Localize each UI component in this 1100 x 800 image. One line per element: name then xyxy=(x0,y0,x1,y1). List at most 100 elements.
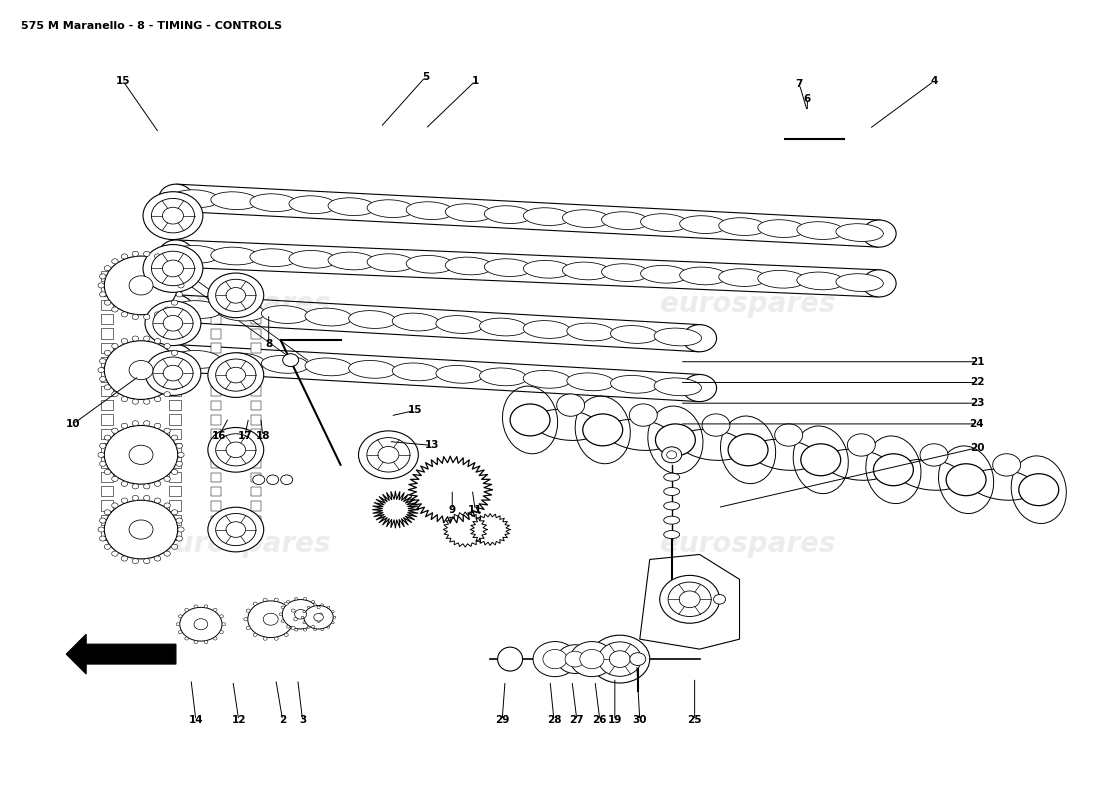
Text: eurospares: eurospares xyxy=(660,530,835,558)
Ellipse shape xyxy=(446,204,493,222)
Ellipse shape xyxy=(524,370,571,388)
Circle shape xyxy=(145,301,201,346)
Ellipse shape xyxy=(289,250,337,268)
Ellipse shape xyxy=(480,368,527,386)
Circle shape xyxy=(143,336,150,341)
Circle shape xyxy=(301,616,304,618)
Text: 7: 7 xyxy=(795,79,803,90)
Ellipse shape xyxy=(566,323,614,341)
Text: 24: 24 xyxy=(969,419,984,429)
Circle shape xyxy=(178,452,184,458)
Ellipse shape xyxy=(654,378,702,396)
Circle shape xyxy=(132,421,139,426)
Bar xyxy=(211,530,221,539)
Circle shape xyxy=(295,610,307,619)
Ellipse shape xyxy=(446,257,493,275)
Circle shape xyxy=(295,598,298,600)
Bar xyxy=(211,343,221,353)
Bar xyxy=(169,414,180,425)
Circle shape xyxy=(98,452,104,458)
Circle shape xyxy=(246,609,250,612)
Circle shape xyxy=(152,251,195,286)
Bar xyxy=(101,299,113,310)
Text: 22: 22 xyxy=(970,378,985,387)
Text: 27: 27 xyxy=(570,715,584,726)
Ellipse shape xyxy=(393,313,440,331)
Circle shape xyxy=(668,582,712,617)
Bar xyxy=(169,515,180,525)
Text: eurospares: eurospares xyxy=(155,290,330,318)
Circle shape xyxy=(253,602,257,606)
Bar xyxy=(169,400,180,410)
Text: 9: 9 xyxy=(449,505,455,515)
Circle shape xyxy=(332,622,334,624)
Circle shape xyxy=(172,435,178,440)
Bar xyxy=(211,372,221,382)
Ellipse shape xyxy=(172,190,219,207)
Circle shape xyxy=(100,536,106,541)
Circle shape xyxy=(946,464,986,496)
Bar xyxy=(101,386,113,396)
Circle shape xyxy=(153,357,194,389)
Circle shape xyxy=(185,609,188,611)
Circle shape xyxy=(176,274,183,279)
Bar xyxy=(251,530,261,539)
Bar xyxy=(211,430,221,439)
Ellipse shape xyxy=(718,269,766,286)
Circle shape xyxy=(154,338,161,344)
Ellipse shape xyxy=(524,208,571,226)
Circle shape xyxy=(112,428,118,434)
Circle shape xyxy=(98,527,104,532)
Circle shape xyxy=(311,626,315,628)
Circle shape xyxy=(510,404,550,436)
Ellipse shape xyxy=(602,212,649,230)
Bar xyxy=(211,415,221,425)
Circle shape xyxy=(253,475,265,485)
Circle shape xyxy=(112,392,118,397)
Ellipse shape xyxy=(680,216,727,234)
Polygon shape xyxy=(640,554,739,649)
Bar xyxy=(251,502,261,511)
Ellipse shape xyxy=(562,210,609,227)
Ellipse shape xyxy=(218,353,265,370)
Circle shape xyxy=(287,601,289,603)
Circle shape xyxy=(226,442,245,458)
Circle shape xyxy=(176,377,183,382)
Ellipse shape xyxy=(654,328,702,346)
Ellipse shape xyxy=(393,363,440,381)
Bar xyxy=(251,401,261,410)
Ellipse shape xyxy=(524,321,571,338)
Bar xyxy=(251,430,261,439)
Circle shape xyxy=(176,292,183,297)
Bar xyxy=(101,486,113,497)
Circle shape xyxy=(279,613,283,615)
Text: 10: 10 xyxy=(66,419,80,429)
Circle shape xyxy=(302,610,306,613)
Ellipse shape xyxy=(640,214,688,231)
Circle shape xyxy=(112,476,118,482)
Circle shape xyxy=(129,276,153,295)
Circle shape xyxy=(176,358,183,364)
Ellipse shape xyxy=(969,469,1035,500)
Circle shape xyxy=(253,634,257,637)
Ellipse shape xyxy=(328,198,375,215)
Bar xyxy=(251,300,261,310)
Circle shape xyxy=(154,556,161,561)
Circle shape xyxy=(178,367,184,373)
Circle shape xyxy=(100,274,106,279)
Circle shape xyxy=(132,336,139,341)
Circle shape xyxy=(100,292,106,297)
Bar xyxy=(211,286,221,295)
Circle shape xyxy=(178,283,184,288)
Circle shape xyxy=(332,610,334,613)
Circle shape xyxy=(176,518,183,523)
Circle shape xyxy=(143,192,202,239)
Ellipse shape xyxy=(160,240,192,267)
Text: 575 M Maranello - 8 - TIMING - CONTROLS: 575 M Maranello - 8 - TIMING - CONTROLS xyxy=(21,22,283,31)
Text: 4: 4 xyxy=(931,76,937,86)
Text: 13: 13 xyxy=(425,441,440,450)
Circle shape xyxy=(164,392,170,397)
Circle shape xyxy=(557,394,584,416)
Circle shape xyxy=(283,354,298,366)
Ellipse shape xyxy=(160,184,192,211)
